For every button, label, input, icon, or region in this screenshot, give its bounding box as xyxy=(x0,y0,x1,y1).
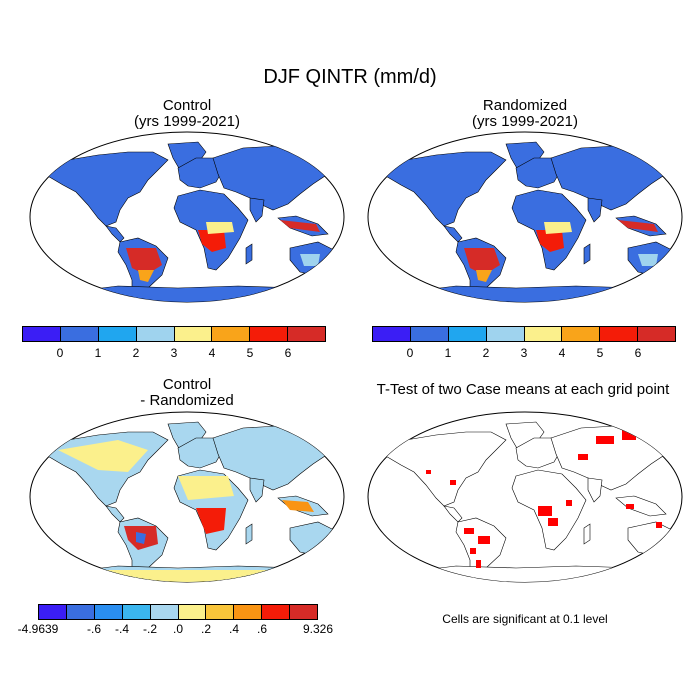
colorbar-swatch xyxy=(262,605,291,619)
colorbar-tick-label: .4 xyxy=(228,622,240,636)
control-map xyxy=(29,131,345,303)
colorbar-tick-label: .0 xyxy=(172,622,184,636)
colorbar-control-ticks: 0 1 2 3 4 5 6 xyxy=(22,346,326,362)
colorbar-swatch xyxy=(288,327,325,341)
colorbar-tick-label: 3 xyxy=(170,346,178,360)
colorbar-tick-label: 6 xyxy=(634,346,642,360)
colorbar-swatch xyxy=(98,327,137,341)
figure-title: DJF QINTR (mm/d) xyxy=(263,66,437,88)
colorbar-tick-label: 2 xyxy=(482,346,490,360)
randomized-map xyxy=(367,131,683,303)
colorbar-tick-label: 5 xyxy=(246,346,254,360)
colorbar-tick-label: 4 xyxy=(208,346,216,360)
colorbar-swatch xyxy=(174,327,213,341)
difference-panel-title: Control - Randomized xyxy=(28,377,346,409)
colorbar-control xyxy=(22,326,326,342)
colorbar-swatch xyxy=(290,605,318,619)
randomized-title-line2: (yrs 1999-2021) xyxy=(472,113,578,130)
ttest-significance-note: Cells are significant at 0.1 level xyxy=(442,612,608,626)
control-title-line1: Control xyxy=(162,97,212,114)
colorbar-tick-label: 5 xyxy=(596,346,604,360)
colorbar-swatch xyxy=(178,605,207,619)
control-panel-title: Control (yrs 1999-2021) xyxy=(28,98,346,130)
colorbar-swatch xyxy=(39,605,67,619)
randomized-panel-title: Randomized (yrs 1999-2021) xyxy=(366,98,684,130)
colorbar-difference xyxy=(38,604,318,620)
colorbar-tick-label: .2 xyxy=(200,622,212,636)
difference-title-line2: - Randomized xyxy=(140,392,234,409)
colorbar-tick-label: 1 xyxy=(94,346,102,360)
control-title-line2: (yrs 1999-2021) xyxy=(134,113,240,130)
colorbar-tick-label: -.2 xyxy=(142,622,158,636)
colorbar-swatch xyxy=(212,327,251,341)
randomized-title-line1: Randomized xyxy=(482,97,568,114)
ttest-map xyxy=(367,411,683,583)
randomized-land xyxy=(383,141,682,302)
colorbar-difference-ticks: -4.9639 -.6 -.4 -.2 .0 .2 .4 .6 9.326 xyxy=(18,622,333,638)
ttest-land xyxy=(383,421,682,582)
colorbar-swatch xyxy=(94,605,123,619)
difference-title-line1: Control xyxy=(162,376,212,393)
colorbar-tick-label: 4 xyxy=(558,346,566,360)
colorbar-randomized-ticks: 0 1 2 3 4 5 6 xyxy=(372,346,676,362)
colorbar-tick-label: 9.326 xyxy=(302,622,334,636)
colorbar-swatch xyxy=(373,327,411,341)
colorbar-swatch xyxy=(562,327,601,341)
difference-map xyxy=(29,411,345,583)
colorbar-tick-label: -.6 xyxy=(86,622,102,636)
control-land xyxy=(45,141,344,302)
colorbar-swatch xyxy=(234,605,263,619)
colorbar-tick-label: -4.9639 xyxy=(17,622,59,636)
ttest-panel-title: T-Test of two Case means at each grid po… xyxy=(376,381,670,398)
colorbar-swatch xyxy=(23,327,61,341)
colorbar-randomized xyxy=(372,326,676,342)
colorbar-swatch xyxy=(638,327,675,341)
colorbar-tick-label: 1 xyxy=(444,346,452,360)
colorbar-swatch xyxy=(448,327,487,341)
colorbar-swatch xyxy=(66,605,95,619)
colorbar-tick-label: 6 xyxy=(284,346,292,360)
colorbar-swatch xyxy=(150,605,179,619)
colorbar-tick-label: 2 xyxy=(132,346,140,360)
colorbar-swatch xyxy=(136,327,175,341)
colorbar-tick-label: 0 xyxy=(56,346,64,360)
colorbar-swatch xyxy=(122,605,151,619)
colorbar-swatch xyxy=(250,327,289,341)
colorbar-tick-label: .6 xyxy=(256,622,268,636)
colorbar-tick-label: 0 xyxy=(406,346,414,360)
colorbar-swatch xyxy=(524,327,563,341)
colorbar-tick-label: -.4 xyxy=(114,622,130,636)
ttest-significant-cells xyxy=(426,430,662,568)
colorbar-tick-label: 3 xyxy=(520,346,528,360)
colorbar-swatch xyxy=(600,327,639,341)
colorbar-swatch xyxy=(486,327,525,341)
colorbar-swatch xyxy=(410,327,449,341)
colorbar-swatch xyxy=(206,605,235,619)
colorbar-swatch xyxy=(60,327,99,341)
